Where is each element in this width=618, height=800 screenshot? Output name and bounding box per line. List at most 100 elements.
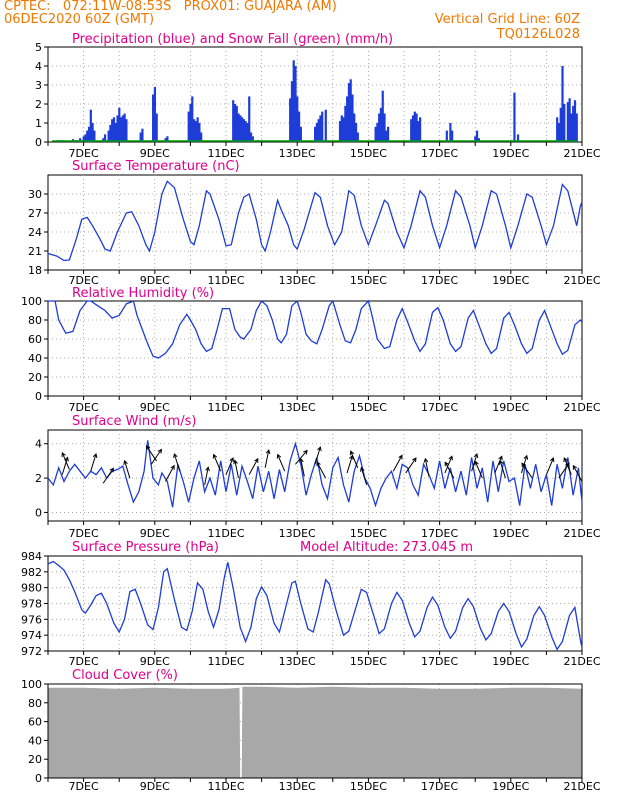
- precip-bar: [233, 104, 237, 142]
- precip-bar: [376, 123, 379, 142]
- y-tick-label: 0: [35, 390, 42, 403]
- y-tick-label: 100: [21, 678, 42, 691]
- wind-arrowhead: [317, 446, 322, 452]
- precip-bar: [314, 126, 317, 142]
- x-tick-label: 17DEC: [421, 780, 458, 793]
- x-tick-label: 21DEC: [563, 655, 600, 668]
- precip-bar: [111, 119, 114, 142]
- precip-bar: [516, 134, 520, 142]
- precip-bar: [563, 104, 566, 142]
- precip-bar: [315, 123, 318, 142]
- wind-arrowhead: [64, 456, 69, 462]
- wind-arrow: [314, 446, 321, 465]
- precip-bar: [235, 105, 238, 142]
- precip-bar: [353, 113, 356, 142]
- wind-arrow: [173, 453, 181, 472]
- wind-arrowhead: [157, 448, 162, 454]
- y-tick-label: 18: [28, 264, 42, 277]
- precip-bar: [344, 105, 347, 142]
- panel-3: 0 20 40 60 80 100 7DEC 9DEC 11DEC 13DEC 15DEC 17DEC…: [21, 286, 601, 414]
- x-tick-label: 13DEC: [279, 401, 316, 414]
- wind-arrowhead: [316, 461, 321, 467]
- header-run-date: 06DEC2020 60Z (GMT): [4, 12, 155, 27]
- wind-arrowhead: [398, 454, 403, 460]
- precip-bar: [321, 111, 324, 142]
- precip-bar: [383, 113, 386, 142]
- precip-bar: [572, 105, 575, 142]
- x-tick-label: 7DEC: [69, 655, 99, 668]
- wind-arrow: [234, 460, 239, 479]
- wind-arrow: [61, 457, 69, 475]
- precip-bar: [152, 94, 155, 142]
- wind-arrowhead: [349, 450, 355, 456]
- precip-bar: [196, 117, 199, 142]
- precip-bar: [121, 115, 124, 142]
- x-tick-label: 11DEC: [207, 274, 244, 287]
- precip-bar: [79, 138, 82, 142]
- precip-bar: [116, 115, 119, 142]
- x-tick-label: 13DEC: [279, 274, 316, 287]
- precip-bar: [292, 60, 295, 142]
- precip-bar: [556, 117, 559, 142]
- wind-arrow: [424, 458, 430, 477]
- x-tick-label: 9DEC: [140, 147, 170, 160]
- precip-bar: [141, 128, 144, 142]
- precip-bar: [415, 113, 418, 142]
- x-tick-label: 17DEC: [421, 274, 458, 287]
- wind-arrowhead: [212, 453, 218, 459]
- wind-arrowhead: [523, 454, 529, 460]
- precip-bar: [413, 111, 416, 142]
- precip-bar: [340, 115, 343, 142]
- precip-bar: [290, 81, 294, 142]
- x-tick-label: 21DEC: [563, 274, 600, 287]
- panel-5: 972 974 976 978 980 982 984 7DEC 9DEC 11DEC 13DEC 1…: [21, 540, 601, 668]
- wind-arrow: [204, 467, 209, 486]
- wind-arrowhead: [61, 451, 66, 457]
- panel-title: Surface Pressure (hPa): [72, 540, 219, 555]
- precip-bar: [103, 134, 107, 142]
- precip-bar: [449, 123, 452, 142]
- x-tick-label: 11DEC: [207, 147, 244, 160]
- precip-bar: [82, 136, 85, 142]
- x-tick-label: 15DEC: [350, 147, 387, 160]
- precip-bar: [347, 83, 351, 142]
- header-station: CPTEC: 072:11W-08:53S PROX01: GUAJARA (A…: [4, 0, 337, 14]
- precip-bar: [119, 117, 123, 142]
- precip-bar: [112, 117, 116, 142]
- wind-arrow: [471, 453, 478, 472]
- wind-arrowhead: [498, 459, 504, 465]
- wind-arrow: [563, 457, 572, 475]
- wind-arrow: [165, 465, 175, 482]
- wind-arrow: [248, 458, 259, 475]
- wind-arrow: [146, 445, 157, 462]
- x-tick-label: 9DEC: [140, 655, 170, 668]
- precip-bar: [346, 96, 349, 142]
- x-tick-label: 15DEC: [350, 274, 387, 287]
- panel-1: 0 1 2 3 4 5 7DEC 9DEC 11DEC 13DEC 15DEC 17DEC 19DEC 2…: [35, 32, 601, 160]
- panel-2: 18 21 24 27 30 7DEC 9DEC 11DEC 13DEC 15DEC 17DEC 19…: [28, 159, 601, 287]
- precip-bar: [299, 126, 302, 142]
- y-tick-label: 24: [28, 226, 42, 239]
- precip-bar: [475, 130, 479, 142]
- wind-arrowhead: [205, 466, 210, 472]
- y-tick-label: 0: [35, 506, 42, 519]
- panel-title: Surface Temperature (nC): [72, 159, 240, 174]
- wind-arrowhead: [412, 457, 417, 463]
- precip-bar: [411, 115, 415, 142]
- wind-arrowhead: [521, 462, 526, 468]
- wind-arrow: [444, 462, 455, 479]
- header-grid-note: Vertical Grid Line: 60Z: [434, 12, 580, 27]
- panel-6: 0 20 40 60 80 100 7DEC 9DEC 11DEC 13DEC 15DEC 17DEC…: [21, 668, 601, 793]
- precip-bar: [513, 92, 516, 142]
- precip-bar: [86, 130, 89, 142]
- precip-bar: [349, 79, 352, 142]
- precip-bar: [559, 107, 562, 142]
- precip-bar: [114, 123, 117, 142]
- wind-arrow: [316, 462, 327, 479]
- precip-bar: [354, 123, 358, 142]
- wind-arrow: [150, 449, 162, 465]
- precip-bar: [445, 130, 448, 142]
- precip-bar: [84, 134, 87, 142]
- y-tick-label: 80: [28, 314, 42, 327]
